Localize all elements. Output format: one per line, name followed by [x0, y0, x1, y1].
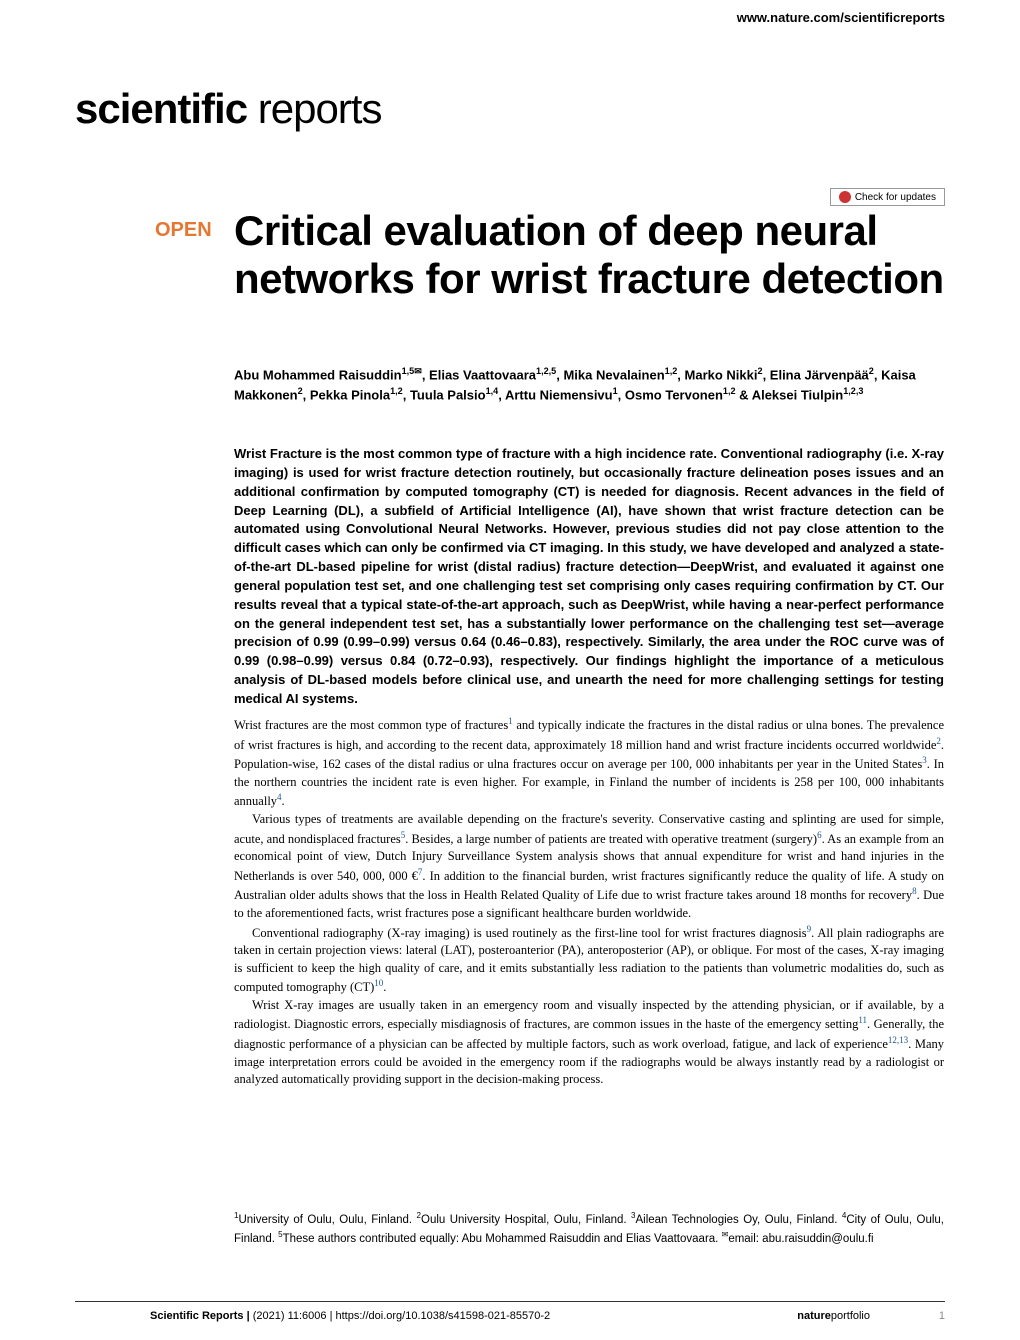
author-list: Abu Mohammed Raisuddin1,5✉, Elias Vaatto…: [234, 365, 944, 405]
footer-left: Scientific Reports | (2021) 11:6006 | ht…: [150, 1310, 550, 1322]
abstract-text: Wrist Fracture is the most common type o…: [234, 445, 944, 709]
paragraph-2: Various types of treatments are availabl…: [234, 811, 944, 922]
paragraph-4: Wrist X-ray images are usually taken in …: [234, 997, 944, 1089]
logo-reports: reports: [247, 85, 381, 132]
paragraph-3: Conventional radiography (X-ray imaging)…: [234, 923, 944, 997]
footer-portfolio: portfolio: [831, 1310, 870, 1322]
journal-logo: scientific reports: [75, 85, 381, 133]
paragraph-1: Wrist fractures are the most common type…: [234, 715, 944, 811]
footer-doi: | https://doi.org/10.1038/s41598-021-855…: [330, 1310, 551, 1322]
header-url: www.nature.com/scientificreports: [737, 10, 945, 25]
check-updates-icon: [839, 191, 851, 203]
open-access-badge: OPEN: [155, 219, 212, 242]
footer-citation: (2021) 11:6006: [253, 1310, 327, 1322]
check-updates-button[interactable]: Check for updates: [830, 188, 945, 206]
logo-scientific: scientific: [75, 85, 247, 132]
page-number: 1: [939, 1310, 945, 1322]
page-footer: Scientific Reports | (2021) 11:6006 | ht…: [75, 1301, 945, 1322]
article-title: Critical evaluation of deep neural netwo…: [234, 207, 944, 304]
footer-right: natureportfolio: [797, 1310, 870, 1322]
affiliations: 1University of Oulu, Oulu, Finland. 2Oul…: [234, 1210, 944, 1248]
check-updates-label: Check for updates: [855, 192, 936, 203]
body-text: Wrist fractures are the most common type…: [234, 715, 944, 1089]
footer-journal: Scientific Reports |: [150, 1310, 250, 1322]
footer-publisher: nature: [797, 1310, 831, 1322]
